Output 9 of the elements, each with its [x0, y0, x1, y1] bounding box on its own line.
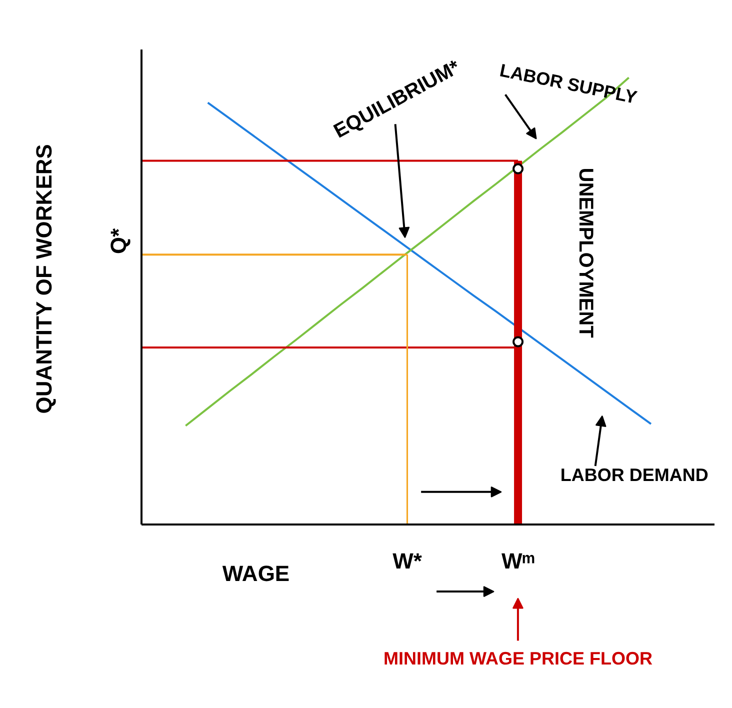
annotation: LABOR SUPPLY [498, 60, 639, 108]
text: Q* [106, 228, 131, 254]
annotation: UNEMPLOYMENT [574, 168, 597, 338]
y-axis-title: QUANTITY OF WORKERS [31, 144, 56, 414]
x-tick-label: W* [392, 548, 422, 574]
x-tick-label: Wᵐ [501, 548, 535, 574]
x-axis-title: WAGE [222, 561, 290, 586]
annotation: LABOR DEMAND [560, 464, 708, 485]
text: MINIMUM WAGE PRICE FLOOR [383, 648, 652, 669]
